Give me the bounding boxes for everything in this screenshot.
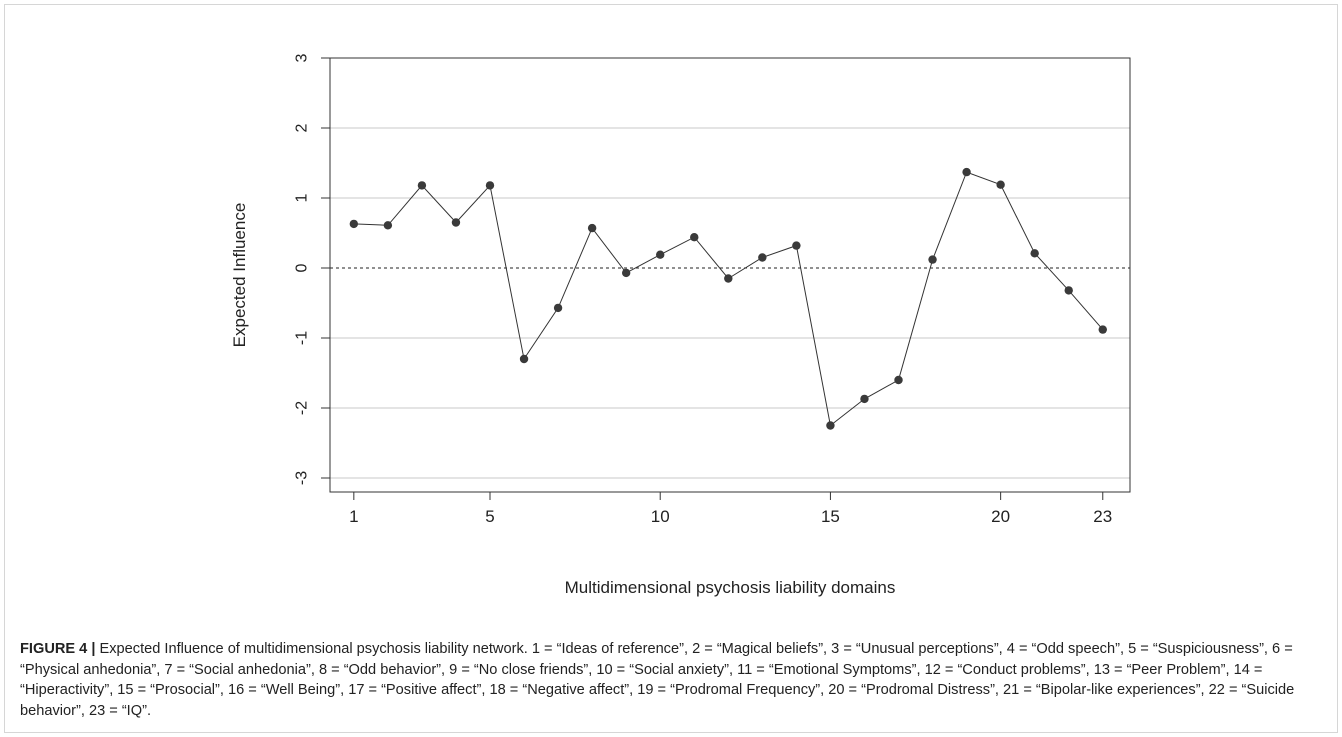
data-point-8 bbox=[587, 223, 597, 233]
data-point-14 bbox=[792, 241, 801, 250]
data-point-18 bbox=[928, 255, 937, 264]
data-point-3 bbox=[417, 181, 427, 190]
data-point-13 bbox=[758, 253, 767, 262]
data-point-21 bbox=[1030, 249, 1039, 258]
data-point-1 bbox=[349, 219, 359, 229]
data-point-9 bbox=[621, 268, 631, 278]
x-axis-ticks: 1 5 10 15 20 23 bbox=[349, 492, 1112, 526]
data-point-6 bbox=[519, 354, 529, 364]
y-tick-label: 3 bbox=[294, 53, 311, 62]
data-point-12 bbox=[724, 274, 733, 283]
x-tick-label: 5 bbox=[485, 507, 494, 526]
figure-caption: FIGURE 4 | Expected Influence of multidi… bbox=[20, 639, 1322, 721]
data-point-19 bbox=[962, 167, 971, 177]
data-point-2 bbox=[383, 221, 393, 230]
data-point-4 bbox=[451, 218, 461, 227]
data-point-7 bbox=[553, 303, 563, 313]
x-axis-label: Multidimensional psychosis liability dom… bbox=[565, 578, 896, 597]
x-tick-label: 15 bbox=[821, 507, 840, 526]
data-point-5 bbox=[485, 181, 495, 190]
x-tick-label: 1 bbox=[349, 507, 358, 526]
figure-caption-text: Expected Influence of multidimensional p… bbox=[20, 641, 1295, 719]
data-point-11 bbox=[690, 233, 699, 242]
figure-label: FIGURE 4 | bbox=[20, 641, 96, 657]
y-tick-label: 2 bbox=[294, 123, 311, 132]
data-point-20 bbox=[996, 180, 1005, 189]
data-point-17 bbox=[894, 375, 903, 385]
x-tick-label: 20 bbox=[991, 507, 1010, 526]
y-axis-ticks: -3 -2 -1 0 1 2 3 bbox=[294, 53, 330, 485]
y-tick-label: 1 bbox=[294, 193, 311, 202]
y-tick-label: -2 bbox=[294, 401, 311, 415]
data-points bbox=[349, 167, 1107, 430]
y-axis-label: Expected Influence bbox=[230, 203, 249, 348]
series-line bbox=[353, 171, 1104, 427]
data-point-22 bbox=[1064, 286, 1073, 295]
y-tick-label: -1 bbox=[294, 331, 311, 345]
data-point-23 bbox=[1098, 325, 1107, 334]
y-tick-label: 0 bbox=[294, 263, 311, 272]
x-tick-label: 23 bbox=[1093, 507, 1112, 526]
x-tick-label: 10 bbox=[651, 507, 670, 526]
figure-frame bbox=[4, 4, 1338, 733]
data-point-16 bbox=[860, 394, 869, 404]
data-point-10 bbox=[656, 250, 665, 259]
data-point-15 bbox=[826, 421, 835, 430]
plot-area-box bbox=[329, 57, 1131, 493]
y-tick-label: -3 bbox=[294, 471, 311, 485]
